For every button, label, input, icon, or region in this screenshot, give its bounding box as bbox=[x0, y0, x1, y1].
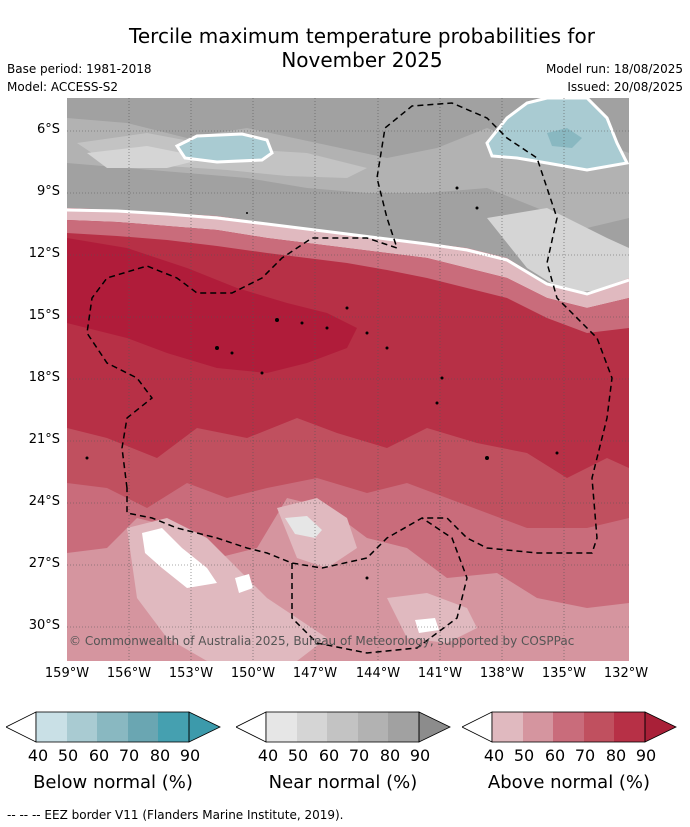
lon-label-138w: 138°W bbox=[479, 666, 525, 681]
lat-label-27s: 27°S bbox=[28, 556, 60, 571]
tick-70: 70 bbox=[118, 746, 140, 765]
lon-label-150w: 150°W bbox=[230, 666, 276, 681]
tick-50: 50 bbox=[57, 746, 79, 765]
lon-label-159w: 159°W bbox=[44, 666, 90, 681]
lat-label-18s: 18°S bbox=[28, 370, 60, 385]
near-40-50-area-2 bbox=[487, 208, 629, 293]
tick-70: 70 bbox=[574, 746, 596, 765]
tick-40: 40 bbox=[257, 746, 279, 765]
legend-below-normal: 40 50 60 70 80 90 Below normal (%) bbox=[6, 710, 222, 800]
colorbar-above-normal bbox=[462, 711, 677, 743]
near-normal-patch-4 bbox=[415, 618, 439, 633]
tick-60: 60 bbox=[88, 746, 110, 765]
legend-above-normal: 40 50 60 70 80 90 Above normal (%) bbox=[462, 710, 678, 800]
legend-title-near: Near normal (%) bbox=[268, 772, 418, 793]
base-period: Base period: 1981-2018 bbox=[7, 62, 152, 76]
tick-50: 50 bbox=[287, 746, 309, 765]
graticule bbox=[67, 98, 629, 661]
colorbar-near-normal bbox=[236, 711, 451, 743]
tick-80: 80 bbox=[149, 746, 171, 765]
eez-pitcairn bbox=[291, 517, 468, 654]
lon-label-141w: 141°W bbox=[417, 666, 463, 681]
meta-right: Model run: 18/08/2025 Issued: 20/08/2025 bbox=[546, 60, 683, 96]
lat-label-15s: 15°S bbox=[28, 308, 60, 323]
model-run: Model run: 18/08/2025 bbox=[545, 62, 683, 76]
tick-40: 40 bbox=[27, 746, 49, 765]
tick-90: 90 bbox=[635, 746, 657, 765]
model-name: Model: ACCESS-S2 bbox=[7, 80, 119, 94]
near-normal-patch-1 bbox=[142, 528, 217, 588]
tick-70: 70 bbox=[348, 746, 370, 765]
tick-80: 80 bbox=[379, 746, 401, 765]
colorbar-below-normal bbox=[6, 711, 221, 743]
above-60-70-band bbox=[67, 220, 629, 333]
lat-label-21s: 21°S bbox=[28, 432, 60, 447]
above-40-50-area-3 bbox=[387, 593, 477, 643]
above-90-core bbox=[67, 238, 357, 373]
map-title: Tercile maximum temperature probabilitie… bbox=[0, 24, 690, 72]
tick-60: 60 bbox=[318, 746, 340, 765]
lat-label-12s: 12°S bbox=[28, 246, 60, 261]
tick-90: 90 bbox=[179, 746, 201, 765]
eez-footnote: -- -- -- EEZ border V11 (Flanders Marine… bbox=[7, 808, 344, 822]
eez-borders bbox=[86, 102, 613, 654]
eez-french-polynesia bbox=[86, 102, 613, 569]
title-line-2: November 2025 bbox=[281, 48, 443, 72]
tercile-boundary-line bbox=[67, 208, 629, 296]
lat-label-30s: 30°S bbox=[28, 618, 60, 633]
tick-80: 80 bbox=[605, 746, 627, 765]
lon-label-135w: 135°W bbox=[541, 666, 587, 681]
lon-label-147w: 147°W bbox=[292, 666, 338, 681]
meta-left: Base period: 1981-2018 Model: ACCESS-S2 bbox=[7, 60, 152, 96]
legend-title-below: Below normal (%) bbox=[33, 772, 193, 793]
legend-near-normal: 40 50 60 70 80 90 Near normal (%) bbox=[236, 710, 452, 800]
lon-label-132w: 132°W bbox=[603, 666, 649, 681]
tick-90: 90 bbox=[409, 746, 431, 765]
copyright-notice: © Commonwealth of Australia 2025, Bureau… bbox=[69, 634, 575, 648]
islands bbox=[85, 186, 559, 580]
near-40-50-area bbox=[87, 146, 207, 168]
tick-40: 40 bbox=[483, 746, 505, 765]
title-line-1: Tercile maximum temperature probabilitie… bbox=[129, 24, 595, 48]
probability-map bbox=[67, 98, 629, 661]
below-normal-patch-west bbox=[174, 132, 274, 164]
lat-label-24s: 24°S bbox=[28, 494, 60, 509]
above-40-50-band bbox=[67, 208, 629, 308]
lon-label-156w: 156°W bbox=[106, 666, 152, 681]
lat-label-9s: 9°S bbox=[36, 184, 60, 199]
lon-label-153w: 153°W bbox=[168, 666, 214, 681]
legend-title-above: Above normal (%) bbox=[487, 772, 651, 793]
lat-label-6s: 6°S bbox=[36, 122, 60, 137]
near-normal-patch-2 bbox=[285, 516, 322, 538]
near-normal-patch-3 bbox=[235, 574, 253, 593]
tick-50: 50 bbox=[513, 746, 535, 765]
issued-date: Issued: 20/08/2025 bbox=[567, 80, 683, 94]
lon-label-144w: 144°W bbox=[355, 666, 401, 681]
below-normal-core-east bbox=[547, 128, 582, 148]
tick-60: 60 bbox=[544, 746, 566, 765]
